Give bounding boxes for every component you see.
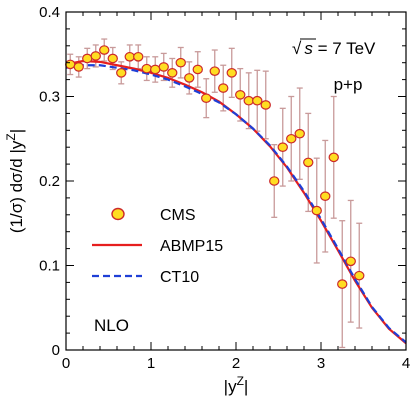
theory-curves [65, 59, 407, 345]
cms-data-point [226, 68, 237, 78]
cms-data-point [209, 66, 220, 76]
cms-data-point [150, 64, 161, 75]
cms-data-point [345, 256, 356, 267]
cms-data-point [320, 191, 331, 202]
cms-data-point [235, 90, 246, 100]
abmp15-curve [65, 59, 407, 345]
plot-frame [65, 11, 407, 351]
legend-item-abmp15: ABMP15 [92, 238, 223, 255]
order-label: NLO [94, 316, 129, 335]
cms-data-point [328, 152, 339, 163]
cms-data-point [124, 51, 135, 62]
cms-data-point [141, 63, 152, 74]
y-tick-label: 0.3 [39, 89, 60, 106]
ct10-curve [65, 64, 407, 344]
cms-data-point [311, 205, 322, 216]
legend-label-cms: CMS [160, 207, 196, 224]
energy-label: √ s = 7 TeV [292, 38, 376, 58]
x-tick-label: 3 [317, 355, 325, 372]
y-tick-label: 0.1 [39, 258, 60, 275]
y-tick-label: 0.4 [39, 4, 60, 21]
cms-data-point [158, 62, 169, 72]
legend-label-abmp15: ABMP15 [160, 238, 223, 255]
cms-data-point [116, 68, 127, 78]
x-tick-label: 0 [62, 355, 70, 372]
cms-data-point [192, 64, 203, 75]
cms-data-point [65, 59, 76, 70]
cms-points [65, 45, 365, 289]
y-tick-label: 0 [52, 342, 60, 359]
error-bars [67, 38, 363, 349]
cms-data-point [260, 100, 271, 110]
x-tick-label: 2 [232, 355, 240, 372]
legend-marker-cms [111, 207, 125, 221]
cms-data-point [252, 95, 263, 106]
legend-item-ct10: CT10 [92, 269, 199, 286]
axis-ticks [65, 11, 407, 351]
x-tick-label: 4 [402, 355, 410, 372]
cms-data-point [218, 83, 229, 93]
cms-data-point [269, 176, 280, 186]
cms-data-point [277, 142, 288, 152]
legend: CMS ABMP15 CT10 [92, 207, 223, 286]
legend-label-ct10: CT10 [160, 269, 199, 286]
cms-data-point [90, 51, 101, 61]
cms-data-point [175, 57, 186, 68]
cms-data-point [167, 68, 178, 78]
cms-data-point [184, 73, 195, 83]
x-tick-label: 1 [147, 355, 155, 372]
tick-labels: 0 1 2 3 4 0 0.1 0.2 0.3 0.4 [39, 4, 410, 372]
process-label: p+p [334, 75, 363, 94]
cms-data-point [133, 51, 144, 62]
cms-data-point [107, 53, 118, 64]
cms-data-point [303, 157, 314, 168]
y-axis-title: (1/σ) dσ/d |yZ| [4, 129, 26, 233]
cms-data-point [286, 133, 297, 144]
cms-data-point [201, 93, 212, 103]
cms-data-point [243, 95, 254, 106]
cms-data-point [354, 270, 365, 281]
legend-item-cms: CMS [111, 207, 196, 224]
cms-data-point [82, 53, 93, 64]
cms-data-point [73, 62, 84, 72]
x-axis-title: |yZ| [224, 374, 249, 396]
cms-data-point [337, 279, 348, 289]
cms-data-point [294, 128, 305, 139]
cms-data-point [99, 45, 110, 55]
svg-text:√s = 7 TeV: √ s = 7 TeV [292, 39, 376, 58]
y-tick-label: 0.2 [39, 173, 60, 190]
